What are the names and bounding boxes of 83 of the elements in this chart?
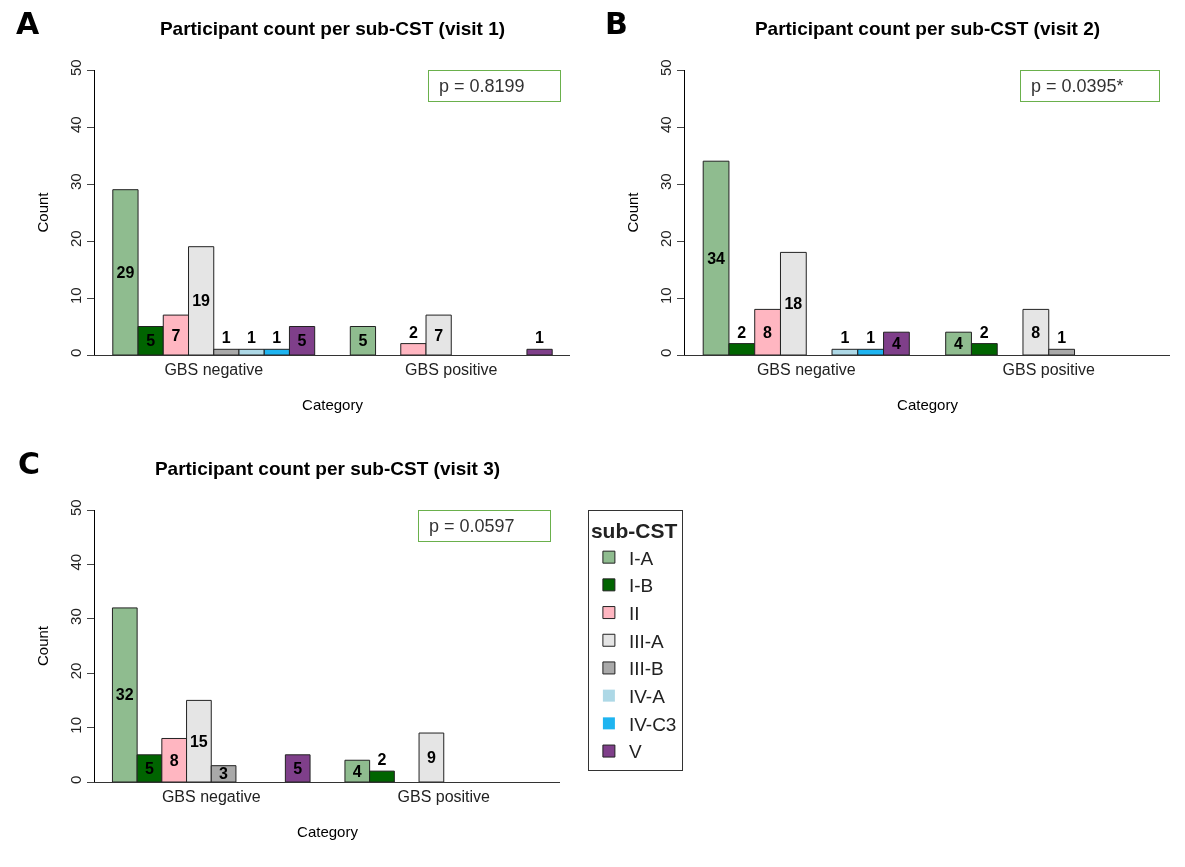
data-label: 4 [891, 335, 901, 353]
y-tick-label: 20 [67, 230, 84, 248]
data-label: 4 [954, 335, 964, 353]
legend-label: I-A [628, 547, 654, 569]
text: C [18, 446, 41, 481]
data-label: 8 [169, 751, 179, 769]
y-tick-label: 30 [67, 608, 84, 625]
data-label: 1 [1057, 329, 1067, 347]
data-label: 2 [377, 751, 387, 769]
y-tick-label: 50 [67, 59, 84, 77]
x-axis-title: Category [297, 823, 359, 841]
y-tick-label: 10 [67, 717, 84, 734]
y-tick-label: 50 [67, 499, 84, 517]
y-tick-label: 20 [67, 662, 84, 680]
legend-label: V [628, 741, 642, 763]
text: B [605, 6, 628, 41]
data-label: 29 [116, 263, 135, 281]
y-axis-title: Count [34, 191, 52, 233]
data-label: 4 [352, 762, 362, 780]
chart-title: Participant count per sub-CST (visit 2) [754, 18, 1101, 40]
bar [526, 348, 553, 355]
y-tick-label: 40 [67, 553, 84, 571]
legend-label: III-A [628, 630, 665, 652]
data-label: 5 [358, 332, 368, 350]
data-label: 1 [272, 329, 282, 347]
y-tick-label: 0 [67, 775, 84, 784]
data-label: 3 [219, 765, 229, 783]
y-tick-label: 10 [67, 287, 84, 305]
data-label: 1 [535, 329, 545, 347]
x-tick-label: GBS negative [756, 361, 856, 379]
data-label: 1 [221, 329, 231, 347]
data-label: 1 [840, 329, 850, 347]
data-label: 18 [784, 295, 803, 313]
data-label: 5 [146, 332, 156, 350]
text: A [16, 6, 40, 41]
x-tick-label: GBS positive [405, 361, 498, 379]
x-tick-label: GBS negative [164, 361, 264, 379]
legend-label: III-B [628, 658, 664, 680]
data-label: 7 [434, 326, 444, 344]
data-label: 34 [707, 249, 726, 267]
data-label: 2 [408, 323, 418, 341]
data-label: 5 [293, 759, 303, 777]
bar [284, 754, 311, 782]
bar [418, 732, 445, 782]
x-axis-title: Category [302, 396, 364, 414]
data-label: 9 [426, 749, 436, 767]
legend-label: II [628, 602, 640, 624]
chart-title: Participant count per sub-CST (visit 3) [154, 457, 501, 479]
data-label: 15 [189, 732, 208, 750]
annotation: p = 0.8199 [434, 76, 555, 96]
data-label: 8 [763, 323, 773, 341]
annotation: p = 0.0597 [424, 516, 545, 536]
x-tick-label: GBS negative [161, 788, 261, 806]
x-tick-label: GBS positive [1002, 361, 1096, 379]
data-label: 1 [247, 329, 257, 347]
y-tick-label: 30 [67, 173, 84, 191]
data-label: 7 [171, 326, 181, 344]
y-tick-label: 40 [67, 116, 84, 134]
annotation: p = 0.0395* [1026, 76, 1154, 96]
x-axis-title: Category [897, 396, 959, 414]
y-axis-title: Count [34, 625, 52, 667]
y-tick-label: 50 [657, 59, 674, 77]
y-tick-label: 10 [657, 287, 674, 305]
data-label: 8 [1031, 323, 1041, 341]
y-tick-label: 20 [657, 230, 674, 248]
data-label: 2 [737, 323, 747, 341]
legend-label: IV-A [628, 686, 666, 708]
legend-label: IV-C3 [628, 713, 677, 735]
y-tick-label: 0 [67, 348, 84, 357]
data-label: 5 [144, 759, 154, 777]
legend-title: sub-CST [590, 519, 678, 543]
chart-title: Participant count per sub-CST (visit 1) [159, 18, 506, 40]
data-label: 2 [979, 323, 989, 341]
y-tick-label: 0 [657, 348, 674, 357]
y-tick-label: 40 [657, 116, 674, 134]
data-label: 32 [115, 686, 134, 704]
data-label: 19 [192, 292, 211, 310]
x-tick-label: GBS positive [397, 788, 491, 806]
data-label: 5 [297, 332, 307, 350]
y-axis-title: Count [624, 191, 642, 233]
legend-label: I-B [628, 575, 654, 597]
data-label: 1 [866, 329, 876, 347]
y-tick-label: 30 [657, 173, 674, 191]
